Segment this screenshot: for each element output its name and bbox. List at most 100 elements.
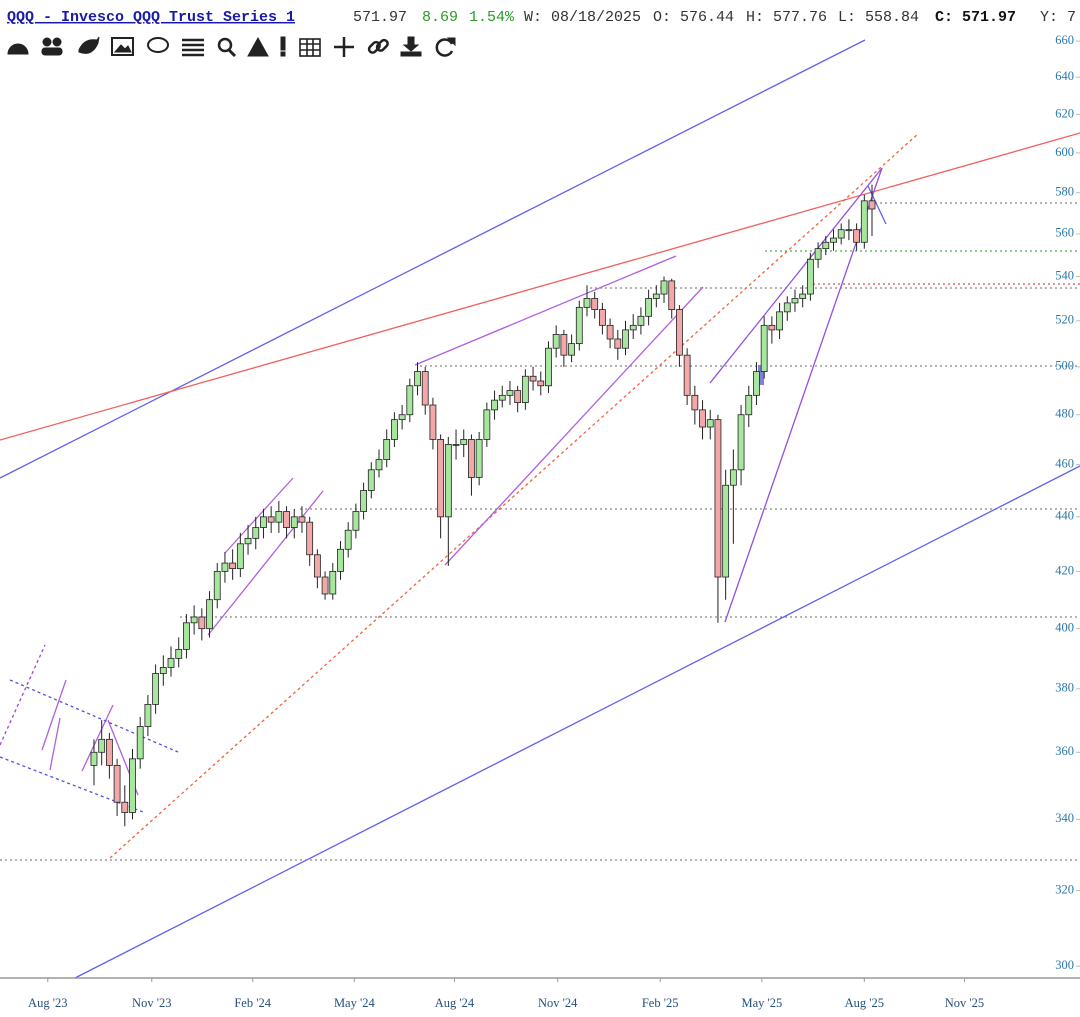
candle-body [652,293,660,299]
candle-body [198,616,206,630]
quote-volume: Y: 7 [1040,9,1076,26]
y-tick-label: 520 [1055,313,1074,327]
candle-body [136,726,144,760]
dashboard-icon[interactable] [7,43,29,55]
candle-body [622,329,629,349]
quote-high: H: 577.76 [746,9,827,26]
candle-body [645,298,653,317]
candle-body [468,439,475,478]
candle-body [229,562,237,570]
change-pct: 1.54% [469,9,515,26]
candle-body [244,537,252,545]
candle-body [491,399,498,411]
triangle-icon[interactable] [247,36,269,57]
candle-body [129,758,136,813]
y-tick-label: 300 [1055,958,1074,972]
trend-line [109,133,919,859]
candle-body [444,444,452,518]
candle-body [391,419,398,440]
candle-body [791,298,799,304]
candle-body [298,516,306,523]
y-tick-label: 440 [1055,509,1074,523]
candle-body [483,409,491,440]
quote-open: O: 576.44 [653,9,734,26]
y-tick-label: 640 [1055,69,1074,83]
list-icon[interactable] [182,38,204,57]
candle-body [637,315,645,326]
y-tick-label: 560 [1055,226,1074,240]
candle-body [398,414,406,421]
link-icon[interactable] [367,38,389,54]
move-icon[interactable] [334,37,354,57]
candle-body [175,648,183,659]
x-tick-label: Feb '25 [642,996,679,1010]
trend-line [444,286,704,566]
trend-line [224,477,294,554]
change: 8.69 [422,9,458,26]
trend-line [81,704,114,772]
candle-body [799,293,807,299]
candle-body [306,521,314,556]
calendar-icon[interactable] [299,38,321,57]
candle-body [344,529,352,550]
y-tick-label: 580 [1055,185,1074,199]
candle-body [598,309,606,326]
symbol-title[interactable]: QQQ - Invesco QQQ Trust Series 1 [7,9,295,26]
candle-body [837,229,845,239]
twitter-icon[interactable] [78,36,100,54]
x-tick-label: May '25 [741,996,782,1010]
candle-body [414,371,421,387]
trend-line [724,167,883,623]
candle-body [437,439,445,518]
trend-line [709,167,883,384]
y-tick-label: 360 [1055,744,1074,758]
candle-body [236,543,244,570]
candle-body [183,622,190,650]
comment-icon[interactable] [147,37,169,53]
quote-low: L: 558.84 [838,9,919,26]
candle-body [868,200,876,210]
candle-body [568,343,575,356]
candle-body [337,548,344,572]
candle-body [260,516,267,528]
people-icon[interactable] [41,37,63,56]
candle-body [252,527,260,539]
quote-close: C: 571.97 [935,9,1016,26]
candle-body [275,511,283,523]
candle-body [383,439,391,460]
x-tick-label: May '24 [334,996,376,1010]
x-tick-label: Nov '25 [945,996,984,1010]
trend-line [0,644,46,746]
alert-icon[interactable] [280,36,286,57]
y-tick-label: 500 [1055,359,1074,373]
quote-date: W: 08/18/2025 [524,9,641,26]
candle-body [629,324,637,331]
trend-line [414,255,677,366]
channel-line [0,39,866,479]
candle-body [283,511,290,528]
y-tick-label: 460 [1055,457,1074,471]
last-price: 571.97 [353,9,407,26]
refresh-icon[interactable] [435,37,456,57]
download-icon[interactable] [400,36,422,57]
x-tick-label: Feb '24 [234,996,271,1010]
candle-body [845,229,853,232]
y-tick-label: 320 [1055,882,1074,896]
x-tick-label: Aug '25 [845,996,884,1010]
candle-body [737,414,745,471]
candle-body [375,459,383,471]
image-icon[interactable] [111,37,134,56]
candle-body [290,516,298,528]
candle-body [460,439,468,445]
candle-body [660,280,668,295]
search-icon[interactable] [217,37,237,58]
trend-line [207,490,324,636]
y-tick-label: 540 [1055,268,1074,282]
candle-body [722,484,730,578]
candle-body [521,375,529,403]
channel-line [74,465,1080,979]
y-tick-label: 380 [1055,681,1074,695]
candle-body [560,334,568,356]
candle-body [452,444,460,446]
